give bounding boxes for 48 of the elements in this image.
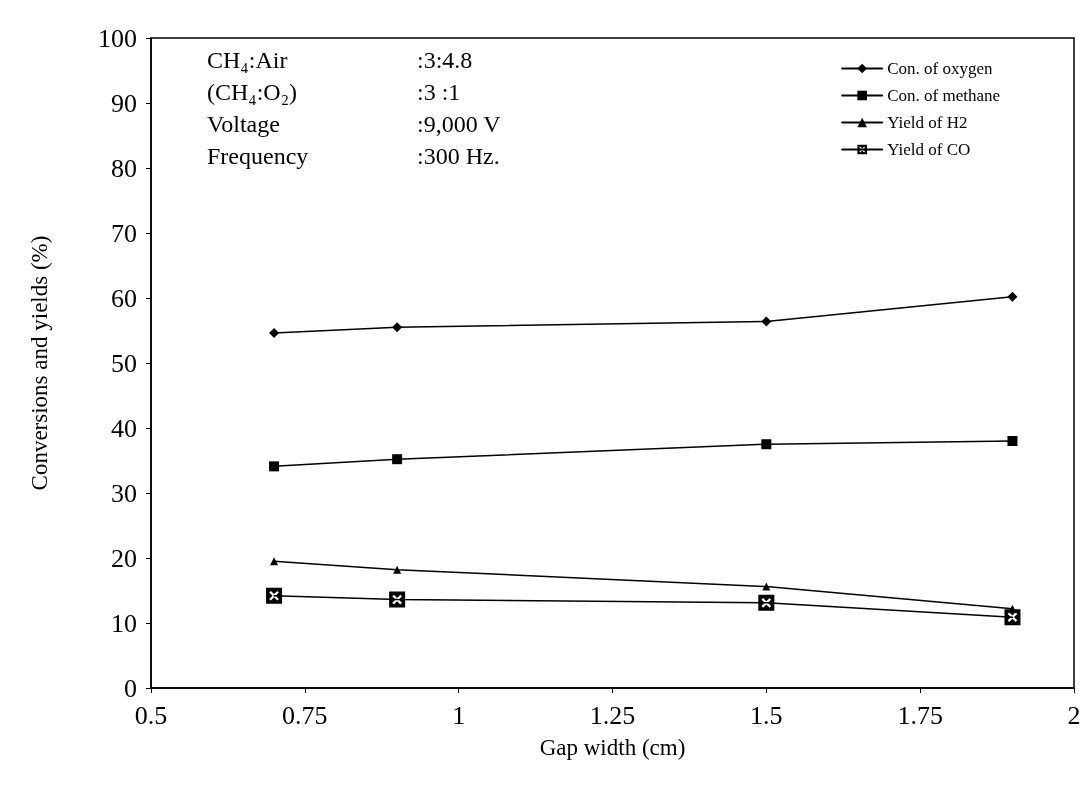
point bbox=[1007, 436, 1018, 446]
point bbox=[270, 557, 279, 566]
legend-label: Con. of methane bbox=[887, 86, 1001, 105]
point bbox=[269, 461, 280, 472]
annotation: :3 :1 bbox=[417, 79, 461, 105]
y-tick-label: 30 bbox=[111, 478, 137, 508]
y-tick-label: 40 bbox=[111, 413, 137, 443]
point bbox=[761, 439, 772, 450]
y-tick-label: 60 bbox=[111, 283, 137, 313]
y-tick-label: 50 bbox=[111, 348, 137, 378]
x-tick-label: 0.75 bbox=[282, 700, 328, 730]
y-tick-label: 20 bbox=[111, 543, 137, 573]
annotation: :300 Hz. bbox=[417, 143, 500, 169]
y-axis-title: Conversions and yields (%) bbox=[27, 235, 52, 491]
annotation: :3:4.8 bbox=[417, 47, 473, 73]
point bbox=[269, 328, 280, 339]
x-tick-label: 1.5 bbox=[750, 700, 783, 730]
x-tick-label: 2 bbox=[1067, 700, 1081, 730]
x-axis-title: Gap width (cm) bbox=[539, 735, 686, 760]
point bbox=[758, 594, 775, 611]
x-tick-label: 1 bbox=[452, 700, 466, 730]
y-tick-label: 10 bbox=[111, 608, 137, 638]
annotation: Voltage bbox=[207, 111, 280, 137]
point bbox=[392, 454, 403, 465]
point bbox=[392, 322, 403, 333]
x-tick-label: 1.75 bbox=[897, 700, 943, 730]
point bbox=[1004, 609, 1021, 626]
annotation: (CH₄:O₂) bbox=[207, 79, 298, 105]
point bbox=[761, 316, 772, 327]
point bbox=[1007, 291, 1018, 302]
x-tick-label: 1.25 bbox=[589, 700, 636, 730]
y-tick-label: 80 bbox=[111, 153, 137, 183]
annotation: Frequency bbox=[207, 143, 309, 169]
point bbox=[1008, 604, 1017, 613]
point bbox=[762, 582, 771, 591]
x-tick-label: 0.5 bbox=[134, 700, 168, 730]
y-tick-label: 90 bbox=[111, 88, 137, 118]
legend-label: Con. of oxygen bbox=[887, 59, 993, 78]
point bbox=[393, 565, 402, 574]
legend-label: Yield of H2 bbox=[887, 113, 968, 132]
y-tick-label: 0 bbox=[124, 673, 137, 703]
annotation: CH₄:Air bbox=[207, 47, 288, 73]
y-tick-label: 70 bbox=[111, 218, 137, 248]
point bbox=[389, 591, 406, 608]
legend-label: Yield of CO bbox=[887, 140, 971, 159]
point bbox=[266, 587, 283, 604]
annotation: :9,000 V bbox=[417, 111, 502, 137]
y-tick-label: 100 bbox=[98, 23, 137, 53]
